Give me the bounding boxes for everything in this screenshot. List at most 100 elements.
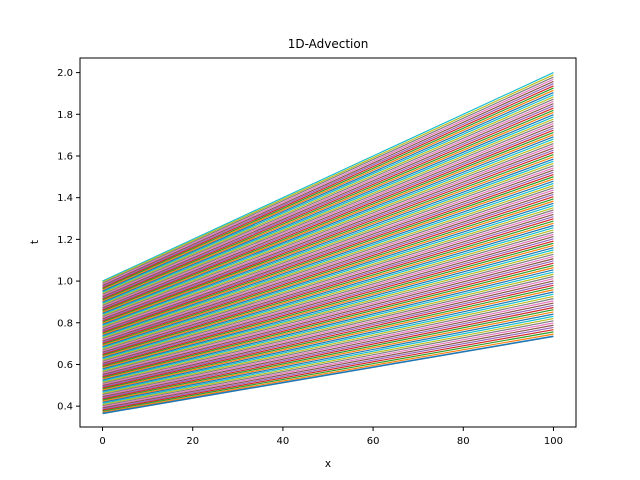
characteristic-line (102, 147, 554, 320)
characteristic-line (102, 242, 554, 368)
characteristic-line (102, 182, 554, 338)
characteristic-line (102, 154, 554, 323)
x-tick-label: 0 (99, 436, 105, 447)
axes-frame (79, 57, 577, 428)
characteristic-line (102, 229, 554, 361)
characteristic-line (102, 251, 554, 372)
characteristic-line (102, 200, 554, 347)
x-tick-label: 100 (544, 436, 563, 447)
characteristic-line (102, 118, 554, 305)
y-axis-ticks: 0.4 0.6 0.8 1.0 1.2 1.4 1.6 1.8 2.0 (57, 68, 80, 413)
characteristic-line (102, 278, 554, 386)
characteristic-line (102, 326, 554, 410)
characteristic-line (102, 298, 554, 396)
x-tick-label: 20 (186, 436, 199, 447)
characteristic-line (102, 224, 554, 359)
characteristic-line (102, 178, 554, 336)
characteristic-line (102, 72, 554, 282)
characteristic-line (102, 202, 554, 348)
characteristic-line (102, 105, 554, 299)
characteristic-line (102, 313, 554, 403)
characteristic-line (102, 238, 554, 366)
characteristic-line (102, 306, 554, 400)
characteristic-line (102, 89, 554, 291)
characteristic-line (102, 227, 554, 360)
characteristic-line (102, 267, 554, 380)
characteristic-line (102, 335, 554, 415)
y-tick-label: 1.2 (57, 235, 73, 246)
characteristic-line (102, 196, 554, 344)
characteristic-line (102, 83, 554, 288)
characteristic-line (102, 322, 554, 408)
x-tick-label: 80 (457, 436, 470, 447)
characteristic-line (102, 162, 554, 328)
characteristic-line (102, 198, 554, 346)
characteristic-line (102, 167, 554, 330)
characteristic-line (102, 291, 554, 392)
characteristic-line (102, 165, 554, 329)
characteristic-line (102, 286, 554, 390)
y-axis-label: t (29, 240, 41, 244)
characteristic-line (102, 240, 554, 367)
characteristic-line (102, 311, 554, 402)
characteristic-line (102, 173, 554, 333)
characteristic-line (102, 123, 554, 308)
characteristic-line (102, 96, 554, 294)
characteristic-line (102, 258, 554, 376)
y-tick-label: 0.6 (57, 360, 73, 371)
characteristic-line (102, 145, 554, 319)
characteristic-line (102, 269, 554, 381)
characteristic-line (102, 247, 554, 370)
characteristic-line (102, 273, 554, 383)
characteristic-line (102, 255, 554, 374)
characteristic-line (102, 216, 554, 354)
characteristic-line (102, 87, 554, 290)
characteristic-lines (102, 72, 554, 415)
characteristic-line (102, 302, 554, 398)
characteristic-line (102, 107, 554, 300)
characteristic-line (102, 333, 554, 413)
characteristic-line (102, 331, 554, 412)
characteristic-line (102, 151, 554, 322)
characteristic-line (102, 78, 554, 285)
characteristic-line (102, 260, 554, 377)
characteristic-line (102, 209, 554, 351)
characteristic-line (102, 171, 554, 332)
y-tick-label: 1.0 (57, 277, 73, 288)
characteristic-line (102, 207, 554, 350)
characteristic-line (102, 317, 554, 406)
characteristic-line (102, 109, 554, 301)
characteristic-line (102, 244, 554, 369)
characteristic-line (102, 169, 554, 331)
characteristic-line (102, 315, 554, 405)
characteristic-line (102, 193, 554, 343)
characteristic-line (102, 98, 554, 295)
characteristic-line (102, 160, 554, 327)
chart-title: 1D-Advection (288, 37, 369, 51)
x-tick-label: 40 (277, 436, 290, 447)
characteristic-line (102, 213, 554, 353)
characteristic-line (102, 220, 554, 357)
characteristic-line (102, 282, 554, 388)
characteristic-line (102, 125, 554, 309)
characteristic-line (102, 211, 554, 352)
characteristic-line (102, 136, 554, 314)
characteristic-line (102, 111, 554, 302)
characteristic-line (102, 187, 554, 340)
characteristic-line (102, 149, 554, 321)
characteristic-line (102, 249, 554, 371)
characteristic-line (102, 176, 554, 334)
y-tick-label: 0.4 (57, 402, 73, 413)
characteristic-line (102, 156, 554, 324)
characteristic-line (102, 300, 554, 397)
characteristic-line (102, 91, 554, 292)
characteristic-line (102, 231, 554, 362)
characteristic-line (102, 275, 554, 384)
characteristic-line (102, 134, 554, 313)
characteristic-line (102, 120, 554, 307)
characteristic-line (102, 295, 554, 395)
characteristic-line (102, 191, 554, 342)
characteristic-line (102, 94, 554, 293)
characteristic-line (102, 320, 554, 407)
characteristic-line (102, 140, 554, 317)
